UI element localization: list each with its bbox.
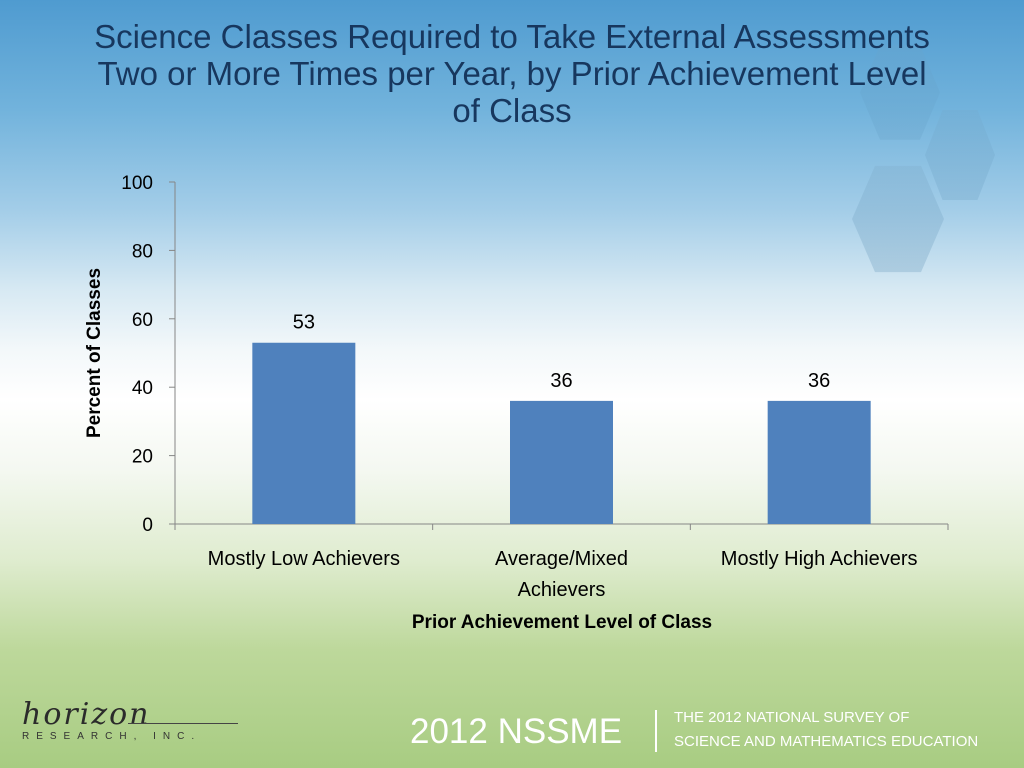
y-tick-label: 20 xyxy=(132,447,153,468)
x-axis-label: Prior Achievement Level of Class xyxy=(411,612,713,633)
data-label: 53 xyxy=(293,312,315,334)
y-tick-label: 80 xyxy=(132,241,153,262)
survey-name-line-2: SCIENCE AND MATHEMATICS EDUCATION xyxy=(674,733,979,750)
decorative-hexagon xyxy=(925,110,995,200)
chart-title-line-1: Science Classes Required to Take Externa… xyxy=(94,18,930,55)
category-label: Average/Mixed xyxy=(495,548,628,570)
bar xyxy=(767,400,871,524)
chart-title: Science Classes Required to Take Externa… xyxy=(40,18,984,129)
data-label: 36 xyxy=(550,370,572,392)
category-label: Mostly Low Achievers xyxy=(208,548,400,570)
logo-underline xyxy=(128,723,238,724)
nssme-label: 2012 NSSME xyxy=(410,712,623,751)
data-label: 36 xyxy=(808,370,830,392)
y-tick-label: 0 xyxy=(142,515,153,536)
bar xyxy=(510,400,613,524)
bar xyxy=(252,342,356,524)
y-tick-label: 40 xyxy=(132,378,153,399)
category-label: Achievers xyxy=(518,579,606,601)
chart-title-line-2: Two or More Times per Year, by Prior Ach… xyxy=(97,55,927,92)
horizon-research-logo: horizon RESEARCH, INC. xyxy=(18,695,248,755)
logo-subtitle: RESEARCH, INC. xyxy=(22,731,202,742)
survey-name-line-1: THE 2012 NATIONAL SURVEY OF xyxy=(674,709,910,726)
y-tick-label: 100 xyxy=(121,173,153,194)
survey-name: THE 2012 NATIONAL SURVEY OF SCIENCE AND … xyxy=(674,706,978,754)
category-label: Mostly High Achievers xyxy=(721,548,918,570)
chart-title-line-3: of Class xyxy=(452,92,572,129)
y-axis-label: Percent of Classes xyxy=(84,267,105,439)
y-tick-label: 60 xyxy=(132,310,153,331)
logo-wordmark: horizon xyxy=(22,697,151,732)
footer-separator xyxy=(655,710,657,752)
